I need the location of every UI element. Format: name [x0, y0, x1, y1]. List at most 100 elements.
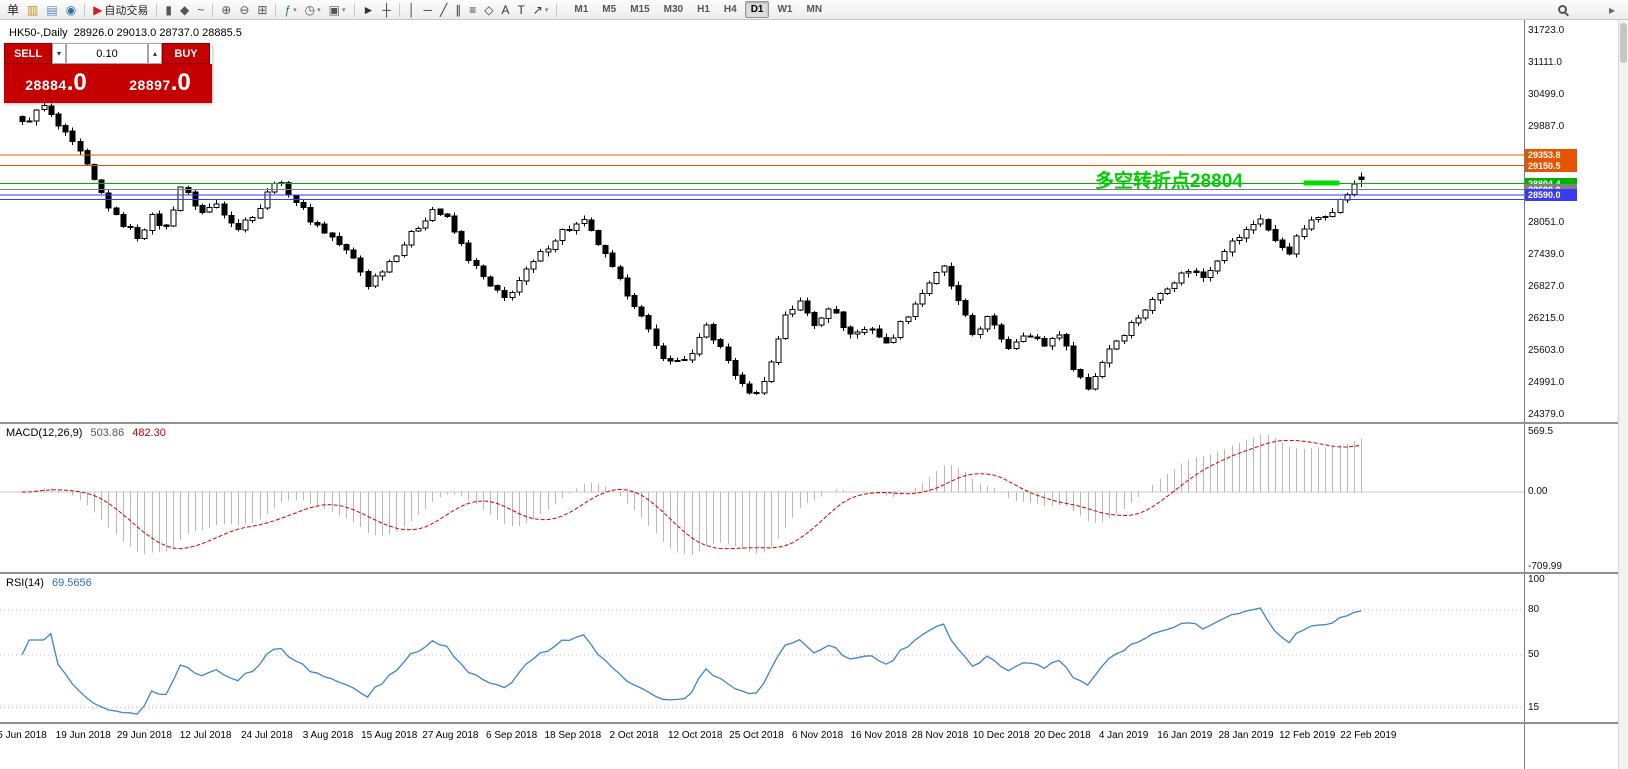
arrows-button[interactable]: ↗ ▾ — [529, 1, 553, 19]
templates-icon: ▣ — [328, 2, 341, 17]
timeframe-button-m5[interactable]: M5 — [602, 4, 617, 15]
vertical-line-button[interactable]: │ — [404, 1, 420, 19]
label-button[interactable]: T — [513, 1, 528, 19]
indicators-button[interactable]: ƒ ▾ — [280, 1, 300, 19]
timeframe-button-d1[interactable]: D1 — [744, 1, 770, 18]
price-axis-tick: 31723.0 — [1528, 25, 1565, 36]
symbol-period-label: HK50-,Daily — [9, 27, 68, 39]
highlight-segment — [1303, 180, 1340, 186]
crosshair-button[interactable]: ┼ — [378, 1, 395, 19]
charts-window-button[interactable]: ▥ — [23, 1, 42, 19]
zoom-in-button[interactable]: ⊕ — [217, 1, 235, 19]
templates-button[interactable]: ▣ ▾ — [325, 1, 350, 19]
text-button[interactable]: A — [497, 1, 513, 19]
profile-icon: ◉ — [65, 2, 77, 17]
chart-annotation-text[interactable]: 多空转折点28804 — [1095, 171, 1243, 192]
macd-scale[interactable]: 569.5 0.00 -709.99 — [1524, 424, 1618, 572]
price-plot[interactable]: HK50-,Daily 28926.0 29013.0 28737.0 28885… — [0, 20, 1524, 422]
menu-label[interactable]: 单 — [7, 3, 20, 17]
timeframe-button-m15[interactable]: M15 — [630, 4, 650, 15]
time-axis-label: 6 Sep 2018 — [486, 730, 538, 741]
buy-button[interactable]: BUY — [162, 43, 210, 64]
cursor-button[interactable]: ► — [359, 1, 379, 19]
toolbar-separator — [156, 2, 158, 17]
price-line-label: 28590.0 — [1525, 188, 1577, 201]
macd-canvas[interactable] — [0, 424, 1524, 572]
search-button[interactable] — [1554, 1, 1571, 19]
scrollbar-thumb[interactable] — [1620, 23, 1627, 63]
rsi-panel: RSI(14) 69.5656 100 80 50 15 — [0, 572, 1618, 722]
autotrading-icon: ▶ — [93, 2, 103, 17]
sell-price-button[interactable]: 28884 .0 — [4, 64, 108, 103]
time-axis-label: 10 Dec 2018 — [972, 730, 1030, 741]
candlestick-type-button[interactable]: ◆ — [176, 1, 193, 19]
price-axis-tick: 28051.0 — [1528, 217, 1565, 228]
volume-decrease-button[interactable]: ▾ — [52, 43, 66, 64]
volume-input[interactable] — [66, 43, 148, 64]
time-axis-label: 16 Nov 2018 — [850, 730, 908, 741]
channel-button[interactable]: ∥ — [451, 1, 465, 19]
autotrading-button[interactable]: ▶ 自动交易 — [89, 1, 152, 19]
volume-increase-button[interactable]: ▴ — [148, 43, 162, 64]
zoom-out-icon: ⊖ — [239, 2, 250, 17]
time-axis-label: 24 Jul 2018 — [240, 730, 293, 741]
macd-plot[interactable]: MACD(12,26,9) 503.86 482.30 — [0, 424, 1524, 572]
price-axis-tick: 25603.0 — [1528, 345, 1565, 356]
time-axis-label: 5 Jun 2018 — [0, 730, 47, 741]
time-scale[interactable]: 5 Jun 2018 19 Jun 2018 29 Jun 2018 12 Jul 2… — [0, 724, 1524, 769]
dropdown-arrow-icon: ▾ — [544, 6, 549, 14]
toolbar-separator — [556, 2, 558, 17]
vertical-scrollbar[interactable] — [1618, 20, 1628, 769]
rsi-plot[interactable]: RSI(14) 69.5656 — [0, 574, 1524, 722]
candlestick-type-icon: ◆ — [180, 2, 190, 17]
scroll-right-button[interactable]: ▸ — [1605, 1, 1619, 19]
fibonacci-button[interactable]: ≡ — [465, 1, 480, 19]
navigator-button[interactable]: ▤ — [42, 1, 61, 19]
macd-axis-tick: 0.00 — [1528, 486, 1548, 497]
line-chart-type-button[interactable]: ~ — [193, 1, 208, 19]
cursor-icon: ► — [362, 2, 375, 17]
time-axis-label: 20 Dec 2018 — [1034, 730, 1091, 741]
time-axis-label: 12 Oct 2018 — [667, 730, 723, 741]
timeframe-button-h4[interactable]: H4 — [723, 4, 737, 15]
price-scale[interactable]: 31723.031111.030499.029887.029275.028663… — [1524, 20, 1618, 422]
sell-button[interactable]: SELL — [4, 43, 52, 64]
rsi-scale[interactable]: 100 80 50 15 — [1524, 574, 1618, 722]
time-scale-corner — [1524, 724, 1618, 769]
timeframe-button-h1[interactable]: H1 — [697, 4, 710, 15]
rsi-label: RSI(14) 69.5656 — [6, 577, 92, 589]
toolbar-right-icons: ▸ — [1554, 1, 1625, 19]
rsi-canvas[interactable] — [0, 574, 1524, 722]
timeframe-button-w1[interactable]: W1 — [777, 4, 793, 15]
rsi-line — [21, 607, 1362, 715]
toolbar-separator — [353, 2, 355, 17]
profile-button[interactable]: ◉ — [62, 1, 80, 19]
horizontal-line-button[interactable]: ─ — [419, 1, 436, 19]
toolbar-separator — [275, 2, 277, 17]
tile-windows-button[interactable]: ⊞ — [253, 1, 271, 19]
trendline-icon: ╱ — [439, 2, 448, 17]
toolbar-separator — [212, 2, 214, 17]
timeframe-button-mn[interactable]: MN — [806, 4, 823, 15]
price-axis-tick: 30499.0 — [1528, 89, 1565, 100]
timeframe-button-m30[interactable]: M30 — [663, 4, 684, 15]
navigator-icon: ▤ — [46, 2, 58, 17]
bar-chart-type-button[interactable]: ▮ — [161, 1, 176, 19]
tile-windows-icon: ⊞ — [257, 2, 268, 17]
shapes-button[interactable]: ◇ — [480, 1, 497, 19]
macd-axis-tick: -709.99 — [1528, 560, 1562, 572]
price-axis-tick: 26827.0 — [1528, 281, 1565, 292]
zoom-out-button[interactable]: ⊖ — [235, 1, 253, 19]
price-chart-canvas[interactable] — [0, 20, 1524, 422]
time-axis-label: 25 Oct 2018 — [729, 730, 784, 741]
dropdown-arrow-icon: ▾ — [342, 6, 346, 14]
scroll-right-icon: ▸ — [1608, 2, 1615, 17]
buy-price-button[interactable]: 28897 .0 — [108, 64, 212, 103]
ohlc-values: 28926.0 29013.0 28737.0 28885.5 — [73, 27, 242, 39]
top-toolbar: 单 ▥ ▤ ◉ ▶ 自动交易 ▮ ◆ ~ ⊕ ⊖ ⊞ ƒ ▾ ◷ ▾ ▣ ▾ ► ┼ │ ─ ╱ ∥ ≡ ◇ A T ↗ ▾ M1 M5 M… — [0, 0, 1628, 20]
bar-chart-type-icon: ▮ — [165, 2, 173, 17]
trendline-button[interactable]: ╱ — [436, 1, 451, 19]
timeframe-button-m1[interactable]: M1 — [574, 4, 589, 15]
time-axis-label: 22 Feb 2019 — [1340, 730, 1397, 741]
periods-button[interactable]: ◷ ▾ — [301, 1, 325, 19]
